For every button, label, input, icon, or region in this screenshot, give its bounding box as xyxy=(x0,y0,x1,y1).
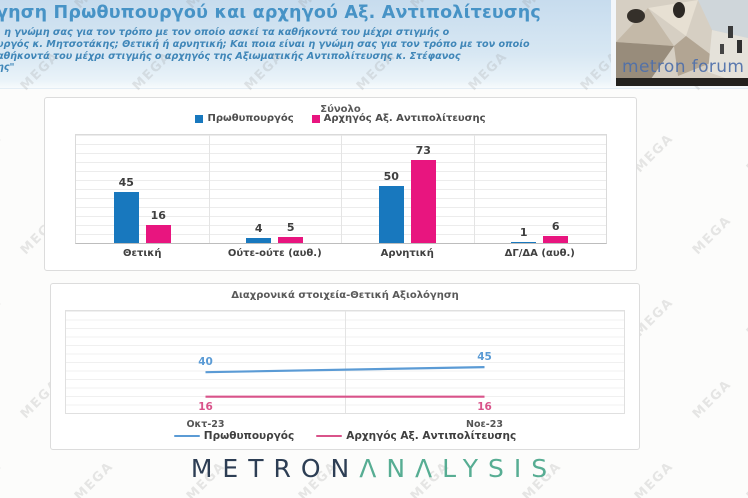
category-label: ΔΓ/ΔΑ (αυθ.) xyxy=(504,248,575,259)
brand-analysis: ΛNΛLYSIS xyxy=(359,454,558,483)
bar-value-label: 73 xyxy=(415,144,431,157)
bar-value-label: 50 xyxy=(383,170,399,184)
bar xyxy=(246,238,272,243)
legend-swatch xyxy=(316,434,343,438)
vertical-gridline xyxy=(341,135,342,243)
watermark-text: MEGA xyxy=(743,131,748,176)
line-chart: Διαχρονικά στοιχεία-Θετική Αξιολόγηση 40… xyxy=(51,290,639,442)
subtitle-line-3: αθήκοντά του μέχρι στιγμής ο αρχηγός της… xyxy=(0,50,461,62)
brand-metron: METRON xyxy=(190,454,360,483)
line-chart-legend: Πρωθυπουργός Αρχηγός Αξ. Αντιπολίτευσης xyxy=(51,430,639,442)
legend-item: Πρωθυπουργός xyxy=(195,113,294,124)
point-value-label: 16 xyxy=(198,400,213,413)
bar xyxy=(145,224,171,243)
series-line xyxy=(205,366,485,374)
legend-swatch xyxy=(195,114,204,123)
watermark-text: MEGA xyxy=(631,131,677,176)
logo-photo-graphic xyxy=(616,0,748,86)
category-label: Ούτε-ούτε (αυθ.) xyxy=(227,248,322,259)
bar-chart-legend: Πρωθυπουργός Αρχηγός Αξ. Αντιπολίτευσης xyxy=(45,113,636,124)
page-title: γηση Πρωθυπουργού και αρχηγού Αξ. Αντιπο… xyxy=(0,3,541,23)
bar-chart-title: Σύνολο xyxy=(320,104,361,115)
vertical-gridline xyxy=(473,135,475,243)
metron-forum-logo: metron forum xyxy=(611,0,748,86)
watermark-text: MEGA xyxy=(0,295,5,340)
bar xyxy=(410,160,436,243)
bar-value-label: 1 xyxy=(519,225,528,239)
legend-item: Αρχηγός Αξ. Αντιπολίτευσης xyxy=(316,430,516,442)
bar-chart-panel: Σύνολο Πρωθυπουργός Αρχηγός Αξ. Αντιπολίτ… xyxy=(44,97,637,271)
point-value-label: 40 xyxy=(198,356,213,369)
legend-swatch xyxy=(311,114,320,123)
bar-plot: 45 16 Θετική 4 5 Ούτε-ούτε (αυθ.) 50 73 Αρνητική… xyxy=(75,134,607,259)
bar-value-label: 4 xyxy=(254,222,263,236)
x-axis-label: Οκτ-23 xyxy=(186,419,225,430)
legend-label: Αρχηγός Αξ. Αντιπολίτευσης xyxy=(323,113,486,124)
category-label: Αρνητική xyxy=(380,248,434,259)
x-axis-label: Νοε-23 xyxy=(466,419,503,430)
bar-value-label: 6 xyxy=(551,220,560,234)
legend-item: Πρωθυπουργός xyxy=(173,430,295,442)
legend-label: Αρχηγός Αξ. Αντιπολίτευσης xyxy=(346,430,517,442)
bar-value-label: 45 xyxy=(118,175,134,189)
watermark-text: MEGA xyxy=(0,131,5,176)
footer-logo: METRONΛNΛLYSIS xyxy=(0,454,748,483)
watermark-text: MEGA xyxy=(743,295,748,340)
vertical-gridline xyxy=(345,311,346,413)
metron-forum-wordmark: metron forum xyxy=(622,57,745,77)
bar xyxy=(543,236,569,243)
subtitle-line-4: ης" xyxy=(0,62,15,74)
watermark-text: MEGA xyxy=(689,213,735,258)
bar-value-label: 16 xyxy=(150,208,166,222)
watermark-text: MEGA xyxy=(689,377,735,422)
legend-swatch xyxy=(173,434,200,438)
vertical-gridline xyxy=(208,135,210,243)
category-label: Θετική xyxy=(122,248,162,259)
bar xyxy=(278,237,304,243)
bar xyxy=(113,191,139,243)
bar-value-label: 5 xyxy=(286,221,295,235)
subtitle-line-2: υργός κ. Μητσοτάκης; Θετική ή αρνητική; … xyxy=(0,38,530,50)
bar xyxy=(511,241,537,243)
survey-question: ι η γνώμη σας για τον τρόπο με τον οποίο… xyxy=(0,27,530,74)
subtitle-line-1: ι η γνώμη σας για τον τρόπο με τον οποίο… xyxy=(0,27,450,38)
line-plot: 40 45 16 16 Οκτ-23 Νοε-23 xyxy=(65,310,625,430)
point-value-label: 45 xyxy=(477,351,492,364)
line-chart-panel: Διαχρονικά στοιχεία-Θετική Αξιολόγηση 40… xyxy=(50,283,640,450)
legend-label: Πρωθυπουργός xyxy=(203,430,295,442)
legend-label: Πρωθυπουργός xyxy=(207,113,294,124)
legend-item: Αρχηγός Αξ. Αντιπολίτευσης xyxy=(311,113,486,124)
bar-chart: Σύνολο Πρωθυπουργός Αρχηγός Αξ. Αντιπολίτ… xyxy=(45,104,636,259)
bar xyxy=(378,186,404,243)
line-series-svg xyxy=(205,366,485,398)
point-value-label: 16 xyxy=(477,400,492,413)
line-chart-title: Διαχρονικά στοιχεία-Θετική Αξιολόγηση xyxy=(231,290,459,301)
